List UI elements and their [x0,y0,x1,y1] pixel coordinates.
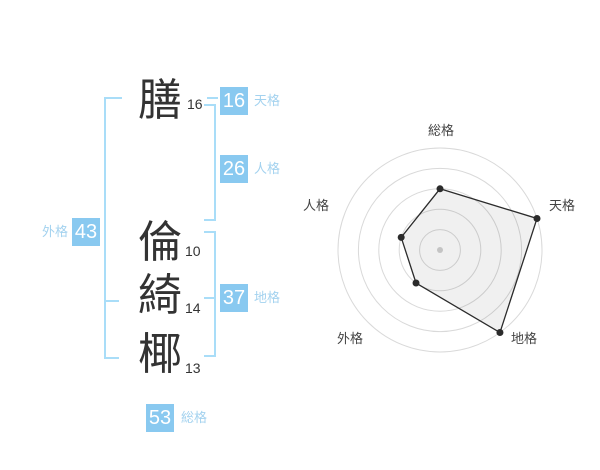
jinkaku-bracket-tick-top [204,104,216,106]
radar-label-tenkaku: 天格 [549,198,576,213]
gaikaku-bracket-tick-top [104,97,122,99]
jinkaku-value-badge: 26 [220,155,248,183]
surname-char-1: 膳 [138,76,182,125]
jinkaku-bracket-line [214,104,216,221]
soukaku-label: 総格 [181,410,208,425]
given-char-3: 椰 [138,330,182,379]
gaikaku-label: 外格 [41,224,68,239]
chikaku-value-badge: 37 [220,284,248,312]
surname-char-1-strokes: 16 [187,96,203,112]
gaikaku-bracket-line [104,97,106,359]
tenkaku-tick [207,97,218,99]
fortune-radar-chart [337,147,543,353]
radar-label-soukaku: 総格 [427,123,454,138]
chikaku-bracket-line [214,231,216,357]
gaikaku-bracket-tick-mid [104,300,119,302]
given-char-3-strokes: 13 [185,360,201,376]
given-char-1-strokes: 10 [185,243,201,259]
chikaku-bracket-tick-bottom [204,355,216,357]
soukaku-value-badge: 53 [146,404,174,432]
chikaku-label: 地格 [254,290,281,305]
gaikaku-bracket-tick-bottom [104,357,119,359]
gaikaku-value-badge: 43 [72,218,100,246]
given-char-2-strokes: 14 [185,300,201,316]
jinkaku-bracket-tick-bottom [204,219,216,221]
given-char-2: 綺 [138,271,182,320]
given-char-1: 倫 [138,218,182,267]
tenkaku-label: 天格 [254,93,281,108]
radar-label-chikaku: 地格 [511,331,538,346]
jinkaku-label: 人格 [254,161,281,176]
radar-label-jinkaku: 人格 [303,198,330,213]
chikaku-bracket-tick-top [204,231,216,233]
chikaku-bracket-tick-mid [204,297,216,299]
radar-label-gaikaku: 外格 [337,331,364,346]
tenkaku-value-badge: 16 [220,87,248,115]
